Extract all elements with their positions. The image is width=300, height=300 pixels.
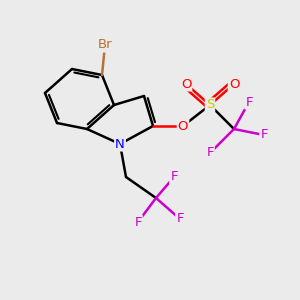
Text: N: N	[115, 137, 125, 151]
Text: F: F	[134, 215, 142, 229]
Text: F: F	[170, 170, 178, 184]
Text: O: O	[178, 119, 188, 133]
Text: F: F	[176, 212, 184, 226]
Text: O: O	[229, 77, 239, 91]
Text: F: F	[206, 146, 214, 160]
Text: F: F	[260, 128, 268, 142]
Text: F: F	[245, 95, 253, 109]
Text: Br: Br	[98, 38, 112, 52]
Text: S: S	[206, 98, 214, 112]
Text: O: O	[181, 77, 191, 91]
